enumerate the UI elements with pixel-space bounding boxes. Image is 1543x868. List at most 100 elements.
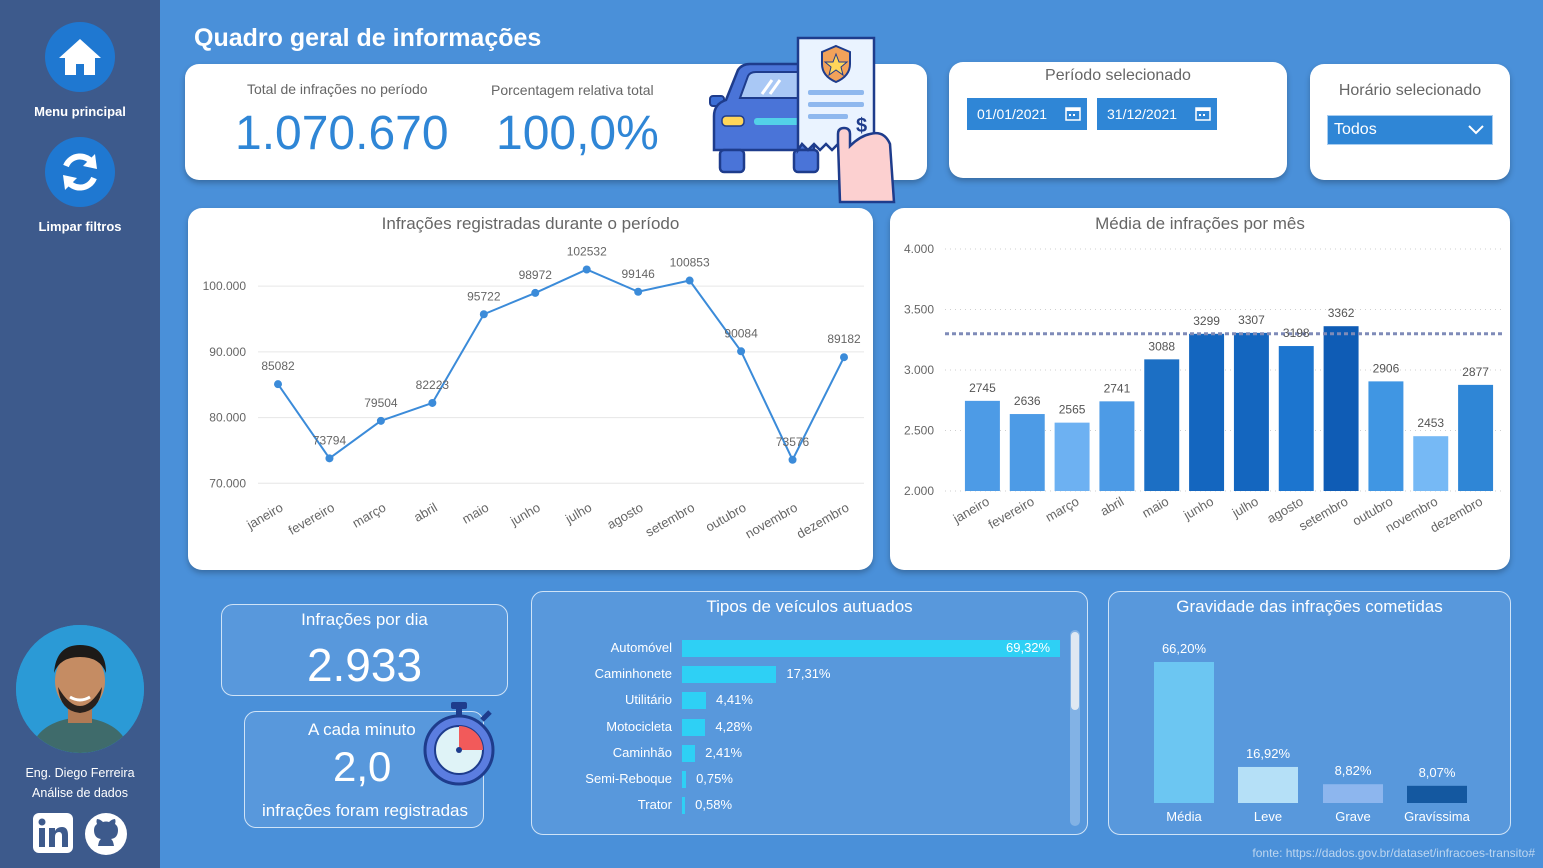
per-day-panel: Infrações por dia 2.933	[221, 604, 508, 696]
line-point[interactable]	[840, 353, 848, 362]
severity-bar[interactable]	[1407, 785, 1467, 803]
home-button[interactable]: Menu principal	[0, 22, 160, 119]
vehicle-type-bar[interactable]	[682, 797, 686, 815]
bar-janeiro[interactable]	[964, 400, 1000, 491]
bar-março[interactable]	[1054, 422, 1090, 491]
severity-bar[interactable]	[1238, 766, 1298, 803]
line-data-label: 73794	[313, 433, 347, 447]
bar-chart-title: Média de infrações por mês	[1095, 214, 1305, 233]
vehicle-type-value: 0,75%	[696, 771, 733, 786]
bar-y-tick: 2.500	[904, 424, 934, 438]
author-role: Análise de dados	[32, 786, 128, 800]
line-point[interactable]	[737, 347, 746, 356]
github-icon[interactable]	[84, 812, 128, 861]
severity-bar[interactable]	[1323, 784, 1383, 803]
vehicle-type-label: Trator	[637, 797, 672, 813]
vehicle-type-value: 17,31%	[786, 666, 831, 682]
clear-filters-button[interactable]: Limpar filtros	[0, 137, 160, 234]
bar-data-label: 3088	[1148, 339, 1175, 353]
scrollbar-track[interactable]	[1070, 630, 1080, 826]
line-point[interactable]	[376, 416, 385, 425]
line-x-tick: dezembro	[794, 500, 852, 542]
bar-data-label: 3198	[1283, 326, 1310, 340]
line-point[interactable]	[274, 380, 282, 389]
line-series	[277, 268, 845, 463]
bar-maio[interactable]	[1144, 359, 1180, 491]
bar-x-tick: maio	[1139, 494, 1171, 521]
home-label: Menu principal	[34, 104, 126, 119]
line-point[interactable]	[325, 454, 334, 463]
home-icon	[45, 22, 115, 92]
bar-abril[interactable]	[1099, 401, 1135, 491]
bar-outubro[interactable]	[1368, 381, 1404, 491]
vehicle-type-bar[interactable]	[682, 744, 696, 762]
line-chart-title: Infrações registradas durante o período	[381, 214, 680, 233]
bar-data-label: 3299	[1193, 314, 1220, 328]
bar-x-tick: janeiro	[950, 494, 992, 527]
severity-data-label: 8,82%	[1335, 763, 1372, 778]
bar-julho[interactable]	[1233, 332, 1269, 491]
bar-data-label: 2636	[1014, 394, 1041, 408]
linkedin-icon[interactable]	[32, 812, 74, 859]
bar-y-tick: 4.000	[904, 242, 934, 256]
scrollbar-thumb[interactable]	[1071, 632, 1079, 710]
vehicle-type-value: 69,32%	[1006, 640, 1051, 655]
bar-data-label: 2741	[1104, 381, 1131, 395]
stopwatch-icon	[423, 702, 495, 786]
vehicle-types-panel: Tipos de veículos autuados Automóvel 69,3…	[531, 591, 1088, 835]
line-point[interactable]	[788, 455, 797, 464]
severity-category-label: Gravíssima	[1404, 809, 1471, 824]
bar-agosto[interactable]	[1278, 346, 1314, 491]
severity-bar[interactable]	[1154, 662, 1214, 803]
time-filter-value: Todos	[1334, 121, 1377, 138]
line-y-tick: 70.000	[209, 476, 246, 490]
calendar-icon	[1195, 107, 1211, 121]
vehicle-type-label: Semi-Reboque	[585, 771, 672, 786]
line-x-tick: maio	[459, 500, 491, 527]
vehicle-type-bar[interactable]	[682, 640, 1060, 657]
end-date-input[interactable]: 31/12/2021	[1097, 98, 1217, 130]
line-point[interactable]	[479, 310, 488, 319]
bar-fevereiro[interactable]	[1009, 414, 1045, 491]
vehicle-type-bar[interactable]	[682, 771, 687, 788]
line-data-label: 95722	[467, 289, 501, 303]
bar-novembro[interactable]	[1413, 436, 1449, 491]
bar-chart: 2.000 2.500 3.000 3.500 4.000 2745 janeiro 2636…	[904, 242, 1502, 536]
avatar	[16, 625, 144, 753]
bar-x-tick: março	[1043, 494, 1082, 525]
percent-label: Porcentagem relativa total	[491, 82, 654, 98]
vehicle-type-bar[interactable]	[682, 692, 707, 710]
refresh-icon	[45, 137, 115, 207]
bar-dezembro[interactable]	[1458, 384, 1494, 491]
svg-text:$: $	[856, 115, 867, 137]
vehicle-type-label: Automóvel	[610, 640, 672, 655]
total-label: Total de infrações no período	[247, 81, 428, 97]
line-point[interactable]	[685, 276, 694, 285]
line-data-label: 79504	[364, 396, 398, 410]
line-point[interactable]	[428, 398, 437, 407]
vehicle-type-value: 0,58%	[695, 797, 733, 813]
author-info: Eng. Diego Ferreira Análise de dados	[0, 763, 160, 803]
bar-x-tick: julho	[1229, 494, 1261, 521]
line-data-label: 85082	[261, 359, 295, 373]
line-point[interactable]	[582, 265, 591, 274]
vehicle-type-label: Caminhonete	[594, 666, 672, 682]
bar-data-label: 3307	[1238, 313, 1265, 327]
vehicle-type-bar[interactable]	[682, 718, 706, 736]
bar-junho[interactable]	[1189, 333, 1225, 491]
time-filter-select[interactable]: Todos	[1327, 115, 1493, 145]
line-x-tick: abril	[411, 500, 440, 525]
vehicle-type-value: 2,41%	[705, 744, 743, 760]
source-link[interactable]: fonte: https://dados.gov.br/dataset/infr…	[1252, 846, 1535, 860]
start-date-input[interactable]: 01/01/2021	[967, 98, 1087, 130]
line-x-tick: março	[350, 500, 389, 531]
line-data-label: 98972	[519, 268, 553, 282]
vehicle-type-bar[interactable]	[682, 666, 777, 684]
bar-x-tick: fevereiro	[985, 494, 1036, 532]
bar-y-tick: 3.500	[904, 303, 934, 317]
bar-setembro[interactable]	[1323, 326, 1359, 491]
bar-data-label: 3362	[1328, 306, 1355, 320]
line-point[interactable]	[634, 287, 643, 296]
line-point[interactable]	[531, 288, 540, 297]
line-y-tick: 100.000	[203, 279, 247, 293]
